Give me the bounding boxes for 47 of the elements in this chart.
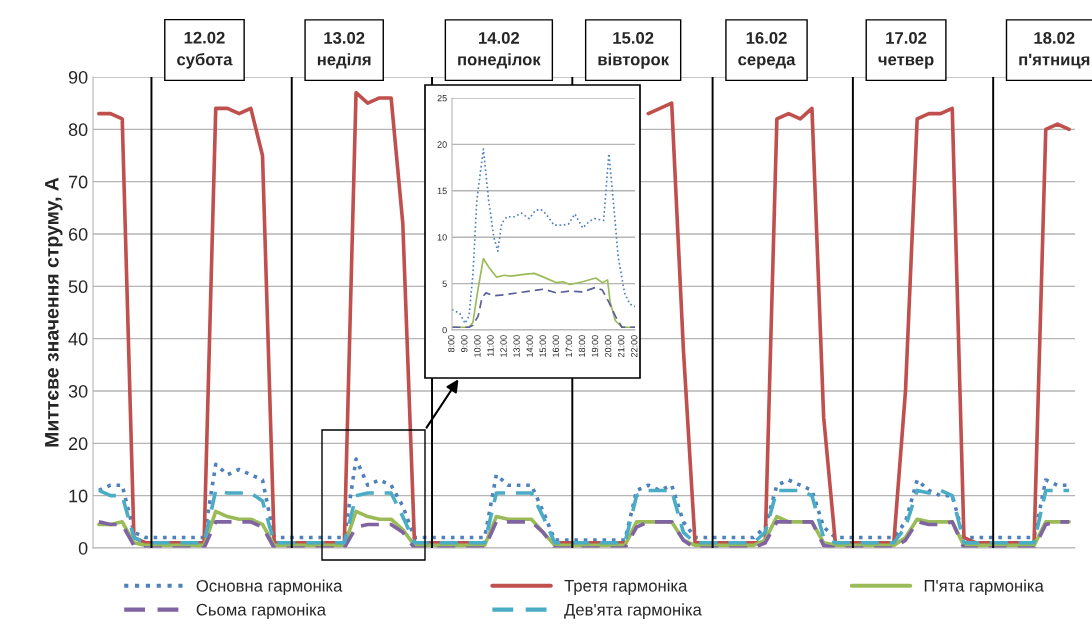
text: 14.02 понеділок [458, 31, 541, 69]
x-tick-label: 16:00 [552, 335, 559, 357]
x-tick-label: 22:00 [631, 335, 638, 357]
x-tick-label: 13:00 [513, 335, 520, 357]
x-tick-label: 17:00 [565, 335, 573, 357]
x-tick-label: 10:00 [474, 335, 481, 357]
text: 18.02 п'ятниця [1019, 31, 1090, 69]
line-series [452, 148, 635, 325]
text: 16.02 середа [738, 31, 796, 69]
legend-label: Дев'ята гармоніка [564, 603, 702, 619]
legend-label: Основна гармоніка [196, 579, 343, 596]
x-tick-label: 20:00 [604, 335, 612, 357]
y-tick-label: 40 [68, 332, 88, 346]
y-tick-label: 70 [68, 175, 88, 189]
legend-label: П'ята гармоніка [924, 579, 1044, 596]
x-tick-label: 9:00 [461, 335, 468, 353]
line-series [97, 520, 1071, 548]
y-tick-label: 15 [437, 187, 447, 195]
text: 17.02 четвер [878, 31, 934, 69]
y-tick-label: 60 [68, 227, 88, 241]
text: 12.02 субота [177, 31, 233, 69]
y-tick-label: 10 [437, 234, 447, 241]
y-tick-label: 80 [68, 123, 88, 137]
y-tick-label: 50 [68, 280, 88, 294]
y-tick-label: 5 [442, 280, 447, 287]
text: 13.02 неділя [317, 31, 371, 69]
x-tick-label: 19:00 [591, 335, 599, 357]
x-tick-label: 18:00 [578, 335, 586, 357]
line-series [97, 488, 1071, 545]
x-tick-label: 8:00 [448, 335, 455, 353]
y-tick-label: 90 [68, 70, 88, 84]
text: 15.02 вівторок [598, 31, 670, 69]
y-tick-label: 25 [437, 94, 447, 102]
x-tick-label: 11:00 [487, 335, 494, 357]
x-tick-label: 12:00 [500, 335, 507, 357]
legend-label: Третя гармоніка [564, 579, 688, 596]
x-tick-label: 21:00 [617, 335, 625, 357]
y-tick-label: 10 [69, 489, 88, 503]
y-tick-label: 0 [78, 541, 88, 555]
legend-label: Сьома гармоніка [196, 603, 327, 619]
y-tick-label: 0 [442, 326, 447, 334]
y-tick-label: 20 [68, 437, 88, 451]
x-tick-label: 15:00 [539, 335, 546, 357]
y-axis-title: Миттєве значення струму, А [45, 177, 63, 447]
x-tick-label: 14:00 [526, 335, 533, 357]
y-tick-label: 20 [437, 141, 447, 148]
y-tick-label: 30 [68, 384, 88, 398]
